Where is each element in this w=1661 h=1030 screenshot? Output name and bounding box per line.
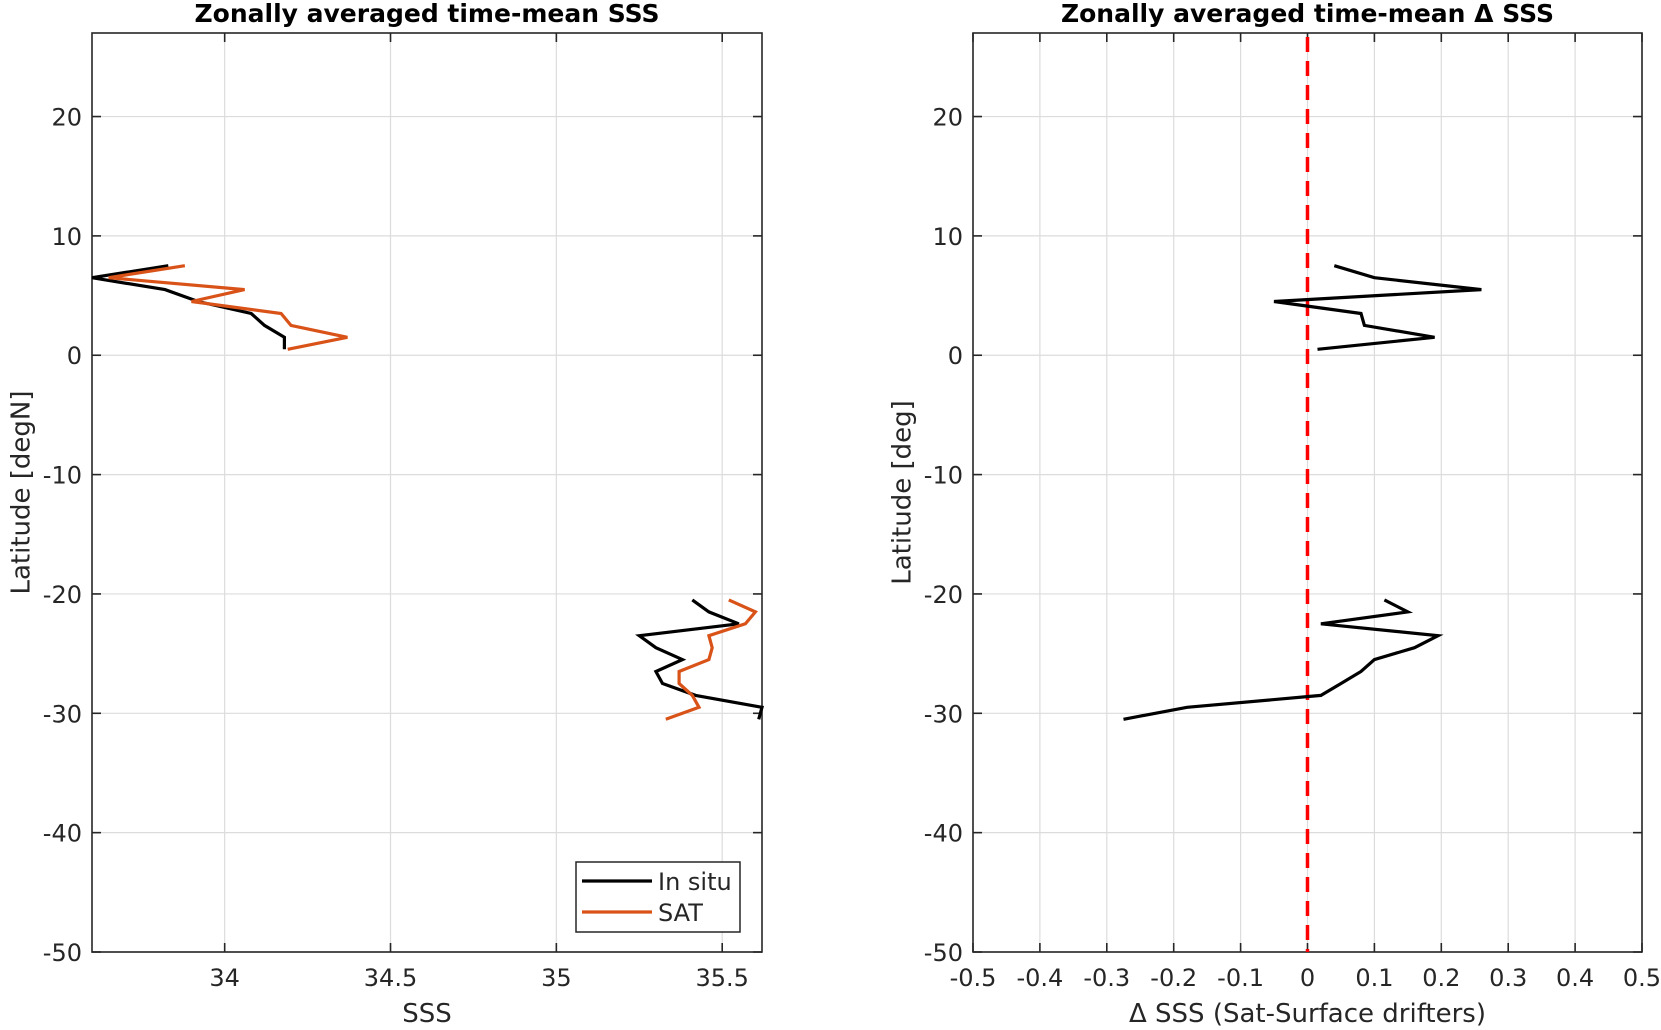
sss-chart-title: Zonally averaged time-mean SSS bbox=[195, 0, 660, 28]
delta-sss-x-axis-label: Δ SSS (Sat-Surface drifters) bbox=[1129, 999, 1486, 1026]
legend-label-in-situ: In situ bbox=[658, 868, 732, 896]
sss-x-tick-label: 34 bbox=[209, 964, 240, 992]
sss-series bbox=[92, 266, 762, 720]
delta-sss-x-tick-label: -0.1 bbox=[1217, 964, 1264, 992]
delta-sss-y-tick-label: -50 bbox=[924, 939, 963, 967]
sss-y-tick-label: -50 bbox=[43, 939, 82, 967]
legend-label-sat: SAT bbox=[658, 899, 703, 927]
delta-sss-y-tick-label: -10 bbox=[924, 462, 963, 490]
sss-y-tick-label: -20 bbox=[43, 581, 82, 609]
delta-sss-delta-line-segment-1 bbox=[1274, 266, 1481, 350]
sss-y-tick-label: 0 bbox=[67, 342, 82, 370]
sss-y-tick-label: -40 bbox=[43, 820, 82, 848]
sss-x-tick-label: 35.5 bbox=[695, 964, 748, 992]
delta-sss-x-tick-label: -0.2 bbox=[1150, 964, 1197, 992]
delta-sss-y-tick-label: 10 bbox=[932, 223, 963, 251]
sss-x-axis-label: SSS bbox=[402, 999, 452, 1026]
delta-sss-x-tick-label: 0.3 bbox=[1489, 964, 1527, 992]
sss-y-tick-label: 20 bbox=[51, 104, 82, 132]
delta-sss-chart-title: Zonally averaged time-mean Δ SSS bbox=[1061, 0, 1554, 28]
delta-sss-x-tick-label: 0.5 bbox=[1623, 964, 1661, 992]
delta-sss-y-axis-label: Latitude [deg] bbox=[888, 400, 918, 585]
delta-sss-y-tick-label: 20 bbox=[932, 104, 963, 132]
sss-panel: 34 34.5 35 35.5 20 10 0 -10 -20 -30 -40 -50 Zonally… bbox=[7, 0, 763, 1026]
sss-x-tick-label: 35 bbox=[541, 964, 572, 992]
sss-y-tick-label: -30 bbox=[43, 700, 82, 728]
sss-in-situ-line-segment-2 bbox=[639, 600, 762, 719]
sss-grid bbox=[92, 33, 762, 952]
delta-sss-x-tick-label: 0.2 bbox=[1422, 964, 1460, 992]
delta-sss-x-tick-label: -0.4 bbox=[1016, 964, 1063, 992]
delta-sss-x-tick-label: 0 bbox=[1300, 964, 1315, 992]
delta-sss-x-tick-label: -0.3 bbox=[1083, 964, 1130, 992]
sss-legend: In situ SAT bbox=[576, 862, 740, 932]
delta-sss-y-tick-label: 0 bbox=[948, 342, 963, 370]
sss-y-tick-label: -10 bbox=[43, 462, 82, 490]
delta-sss-x-tick-label: 0.1 bbox=[1355, 964, 1393, 992]
sss-sat-line-segment-1 bbox=[109, 266, 348, 350]
delta-sss-y-tick-label: -20 bbox=[924, 581, 963, 609]
delta-sss-ticks: -0.5 -0.4 -0.3 -0.2 -0.1 0 0.1 0.2 0.3 0.4 0.5 20 10… bbox=[924, 33, 1661, 992]
delta-sss-panel: -0.5 -0.4 -0.3 -0.2 -0.1 0 0.1 0.2 0.3 0.4 0.5 20 10… bbox=[888, 0, 1661, 1026]
delta-sss-y-tick-label: -40 bbox=[924, 820, 963, 848]
sss-y-tick-label: 10 bbox=[51, 223, 82, 251]
delta-sss-x-tick-label: 0.4 bbox=[1556, 964, 1594, 992]
delta-sss-delta-line-segment-2 bbox=[1124, 600, 1439, 719]
delta-sss-series bbox=[1124, 37, 1482, 952]
sss-y-axis-label: Latitude [degN] bbox=[7, 390, 37, 594]
sss-x-tick-label: 34.5 bbox=[364, 964, 417, 992]
sss-axes-frame bbox=[92, 33, 762, 952]
delta-sss-y-tick-label: -30 bbox=[924, 700, 963, 728]
delta-sss-x-tick-label: -0.5 bbox=[950, 964, 997, 992]
sss-ticks: 34 34.5 35 35.5 20 10 0 -10 -20 -30 -40 -50 bbox=[43, 33, 762, 992]
